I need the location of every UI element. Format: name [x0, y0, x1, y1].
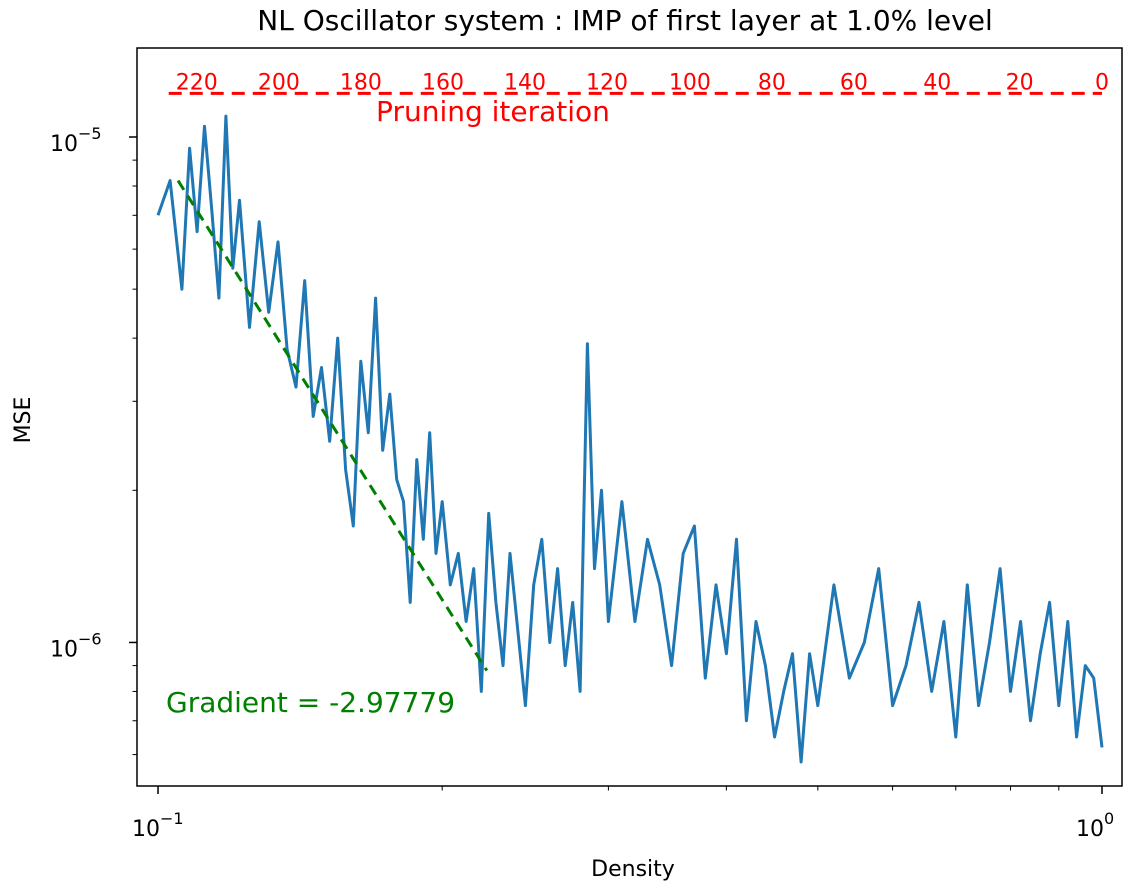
x-axis-ticks: 10−1 100 [132, 786, 1114, 842]
pruning-tick-label: 20 [1006, 70, 1034, 95]
gradient-annotation: Gradient = -2.97779 [166, 686, 455, 719]
pruning-iteration-label: Pruning iteration [376, 95, 610, 128]
x-axis-label: Density [591, 857, 675, 882]
chart-title: NL Oscillator system : IMP of first laye… [257, 4, 992, 37]
pruning-tick-label: 100 [669, 70, 711, 95]
x-tick-label: 100 [1076, 809, 1114, 842]
gradient-fit-line [176, 179, 489, 672]
y-axis-label: MSE [11, 397, 36, 444]
y-tick-label: 10−6 [50, 629, 102, 662]
pruning-tick-label: 120 [586, 70, 628, 95]
pruning-iteration-axis: 220 200 180 160 140 120 100 80 60 40 20 0 [168, 70, 1109, 95]
y-tick-exponent: −6 [78, 629, 102, 648]
pruning-tick-label: 40 [923, 70, 951, 95]
x-tick-label: 10−1 [132, 809, 184, 842]
x-tick-exponent: 0 [1104, 809, 1114, 828]
y-axis-ticks: 10−5 10−6 [50, 124, 137, 756]
y-tick-label: 10−5 [50, 124, 102, 157]
pruning-tick-label: 80 [758, 70, 786, 95]
y-tick-exponent: −5 [78, 124, 102, 143]
x-tick-exponent: −1 [160, 809, 184, 828]
pruning-tick-label: 140 [504, 70, 546, 95]
pruning-tick-label: 220 [176, 70, 218, 95]
pruning-tick-label: 0 [1095, 70, 1109, 95]
mse-series-line [156, 114, 1104, 764]
pruning-tick-label: 200 [258, 70, 300, 95]
pruning-tick-label: 180 [340, 70, 382, 95]
pruning-tick-label: 60 [840, 70, 868, 95]
pruning-tick-label: 160 [422, 70, 464, 95]
plot-area-frame [136, 47, 1123, 787]
